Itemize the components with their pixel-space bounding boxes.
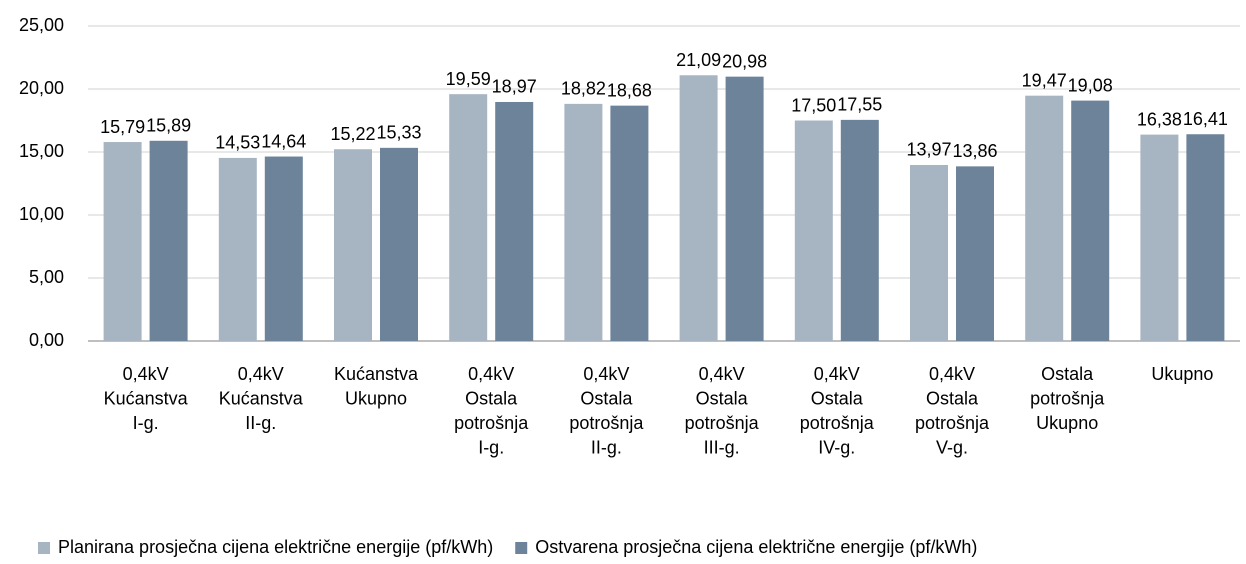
value-label: 20,98 <box>722 51 767 71</box>
value-label: 18,82 <box>561 79 606 99</box>
y-tick-label: 15,00 <box>19 141 64 161</box>
value-label: 17,50 <box>791 95 836 115</box>
x-tick-label: II-g. <box>591 437 622 457</box>
x-tick-label: potrošnja <box>1030 388 1105 408</box>
x-tick-label: II-g. <box>245 413 276 433</box>
bar <box>1025 95 1064 341</box>
bar <box>956 166 994 341</box>
x-tick-label: 0,4kV <box>468 364 514 384</box>
legend-marker <box>515 542 528 554</box>
x-tick-label: Ostala <box>926 388 979 408</box>
bar <box>495 101 534 341</box>
value-label: 13,86 <box>952 141 997 161</box>
y-tick-label: 25,00 <box>19 15 64 35</box>
x-tick-label: V-g. <box>936 437 968 457</box>
y-tick-label: 10,00 <box>19 204 64 224</box>
bar <box>679 75 718 342</box>
bar <box>380 147 418 341</box>
bar <box>149 140 188 341</box>
x-tick-label: potrošnja <box>915 413 990 433</box>
value-label: 19,59 <box>446 69 491 89</box>
x-tick-label: 0,4kV <box>238 364 284 384</box>
legend-label: Ostvarena prosječna cijena električne en… <box>535 537 977 557</box>
y-tick-label: 5,00 <box>29 267 64 287</box>
value-label: 19,47 <box>1022 70 1067 90</box>
x-tick-label: potrošnja <box>685 413 760 433</box>
x-tick-label: 0,4kV <box>929 364 975 384</box>
bar <box>610 105 649 341</box>
x-tick-label: Ukupno <box>345 388 407 408</box>
y-tick-label: 0,00 <box>29 330 64 350</box>
value-label: 15,22 <box>330 124 375 144</box>
x-tick-label: Ostala <box>696 388 749 408</box>
value-label: 14,64 <box>261 131 306 151</box>
x-tick-label: Ostala <box>1041 364 1094 384</box>
value-label: 18,68 <box>607 80 652 100</box>
legend-marker <box>38 542 50 554</box>
x-tick-label: IV-g. <box>818 437 855 457</box>
y-tick-label: 20,00 <box>19 78 64 98</box>
bar <box>910 164 948 341</box>
value-label: 19,08 <box>1068 75 1113 95</box>
value-label: 17,55 <box>837 95 882 115</box>
value-label: 18,97 <box>492 77 537 97</box>
bar <box>103 142 142 341</box>
value-label: 15,79 <box>100 117 145 137</box>
bar <box>725 76 764 341</box>
value-label: 15,89 <box>146 116 191 136</box>
bar <box>1186 134 1225 341</box>
value-label: 13,97 <box>906 140 951 160</box>
x-tick-label: Kućanstva <box>334 364 419 384</box>
bar <box>449 94 488 341</box>
x-tick-label: Ukupno <box>1036 413 1098 433</box>
x-tick-label: Ukupno <box>1151 364 1213 384</box>
value-label: 21,09 <box>676 50 721 70</box>
x-tick-label: I-g. <box>133 413 159 433</box>
legend-label: Planirana prosječna cijena električne en… <box>58 537 493 557</box>
x-tick-label: 0,4kV <box>699 364 745 384</box>
x-tick-label: I-g. <box>478 437 504 457</box>
x-tick-label: Ostala <box>465 388 518 408</box>
x-tick-label: 0,4kV <box>123 364 169 384</box>
x-tick-label: III-g. <box>704 437 740 457</box>
value-label: 15,33 <box>376 123 421 143</box>
bar <box>334 149 372 341</box>
x-tick-label: 0,4kV <box>814 364 860 384</box>
bar <box>794 120 833 341</box>
bar <box>264 156 303 341</box>
x-tick-label: potrošnja <box>800 413 875 433</box>
x-tick-label: Ostala <box>580 388 633 408</box>
value-label: 16,41 <box>1183 109 1228 129</box>
x-tick-label: Kućanstva <box>219 388 304 408</box>
value-label: 16,38 <box>1137 109 1182 129</box>
x-tick-label: Ostala <box>811 388 864 408</box>
bar <box>1140 134 1179 341</box>
x-tick-label: potrošnja <box>454 413 529 433</box>
bar <box>1071 100 1110 341</box>
x-tick-label: 0,4kV <box>583 364 629 384</box>
value-label: 14,53 <box>215 133 260 153</box>
bar <box>218 157 257 341</box>
bar <box>564 103 603 341</box>
x-tick-label: potrošnja <box>569 413 644 433</box>
bar <box>840 119 879 342</box>
x-tick-label: Kućanstva <box>104 388 189 408</box>
